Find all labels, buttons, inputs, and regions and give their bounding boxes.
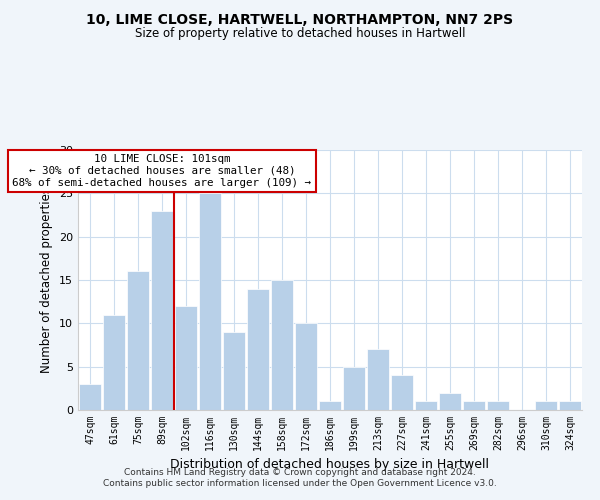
Bar xyxy=(175,306,197,410)
Bar xyxy=(535,402,557,410)
X-axis label: Distribution of detached houses by size in Hartwell: Distribution of detached houses by size … xyxy=(170,458,490,471)
Bar xyxy=(223,332,245,410)
Bar xyxy=(319,402,341,410)
Bar xyxy=(415,402,437,410)
Bar xyxy=(247,288,269,410)
Text: Contains HM Land Registry data © Crown copyright and database right 2024.
Contai: Contains HM Land Registry data © Crown c… xyxy=(103,468,497,487)
Bar xyxy=(391,376,413,410)
Bar xyxy=(343,366,365,410)
Text: 10 LIME CLOSE: 101sqm
← 30% of detached houses are smaller (48)
68% of semi-deta: 10 LIME CLOSE: 101sqm ← 30% of detached … xyxy=(13,154,311,188)
Bar xyxy=(199,194,221,410)
Bar xyxy=(439,392,461,410)
Bar xyxy=(103,314,125,410)
Bar xyxy=(367,350,389,410)
Bar xyxy=(463,402,485,410)
Text: Size of property relative to detached houses in Hartwell: Size of property relative to detached ho… xyxy=(135,28,465,40)
Text: 10, LIME CLOSE, HARTWELL, NORTHAMPTON, NN7 2PS: 10, LIME CLOSE, HARTWELL, NORTHAMPTON, N… xyxy=(86,12,514,26)
Bar xyxy=(151,210,173,410)
Bar xyxy=(79,384,101,410)
Bar xyxy=(271,280,293,410)
Bar xyxy=(559,402,581,410)
Bar xyxy=(487,402,509,410)
Y-axis label: Number of detached properties: Number of detached properties xyxy=(40,187,53,373)
Bar xyxy=(127,272,149,410)
Bar xyxy=(295,324,317,410)
